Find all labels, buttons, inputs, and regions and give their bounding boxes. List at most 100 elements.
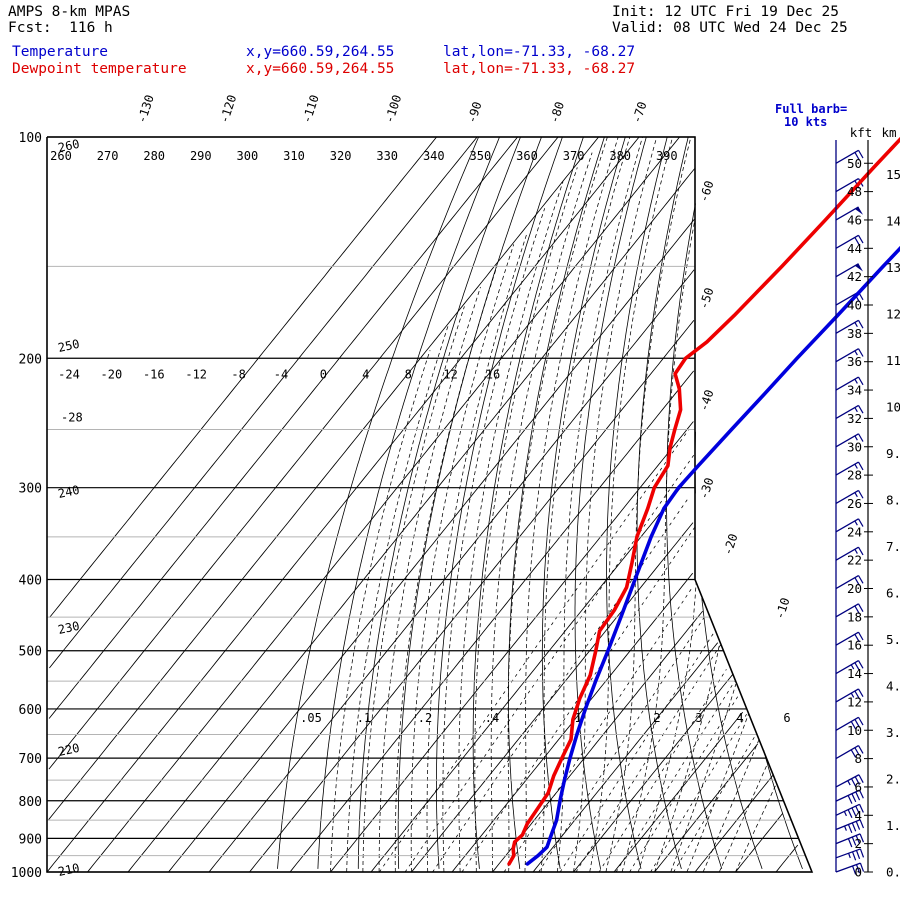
km-tick-label: 13. bbox=[886, 260, 900, 275]
wind-barb bbox=[835, 789, 864, 804]
kft-axis-header: kft bbox=[850, 125, 873, 140]
mixing-ratio-label: 3 bbox=[695, 711, 702, 725]
wind-barb bbox=[835, 263, 864, 278]
isotherm-right-label: -50 bbox=[697, 286, 717, 311]
theta-tick-label: 280 bbox=[143, 149, 165, 163]
kft-tick-label: 22 bbox=[847, 553, 862, 568]
pressure-tick-label: 700 bbox=[19, 752, 42, 767]
theta-tick-label: 390 bbox=[656, 149, 678, 163]
wind-barb bbox=[835, 862, 865, 875]
moist-adiabats bbox=[330, 136, 777, 873]
kft-tick-label: 34 bbox=[847, 383, 862, 398]
theta-tick-label: 340 bbox=[423, 149, 445, 163]
wetbulb-tick-label: -12 bbox=[185, 367, 207, 381]
barb-legend-line1: Full barb= bbox=[775, 102, 848, 116]
temperature-latlon: lat,lon=-71.33, -68.27 bbox=[443, 44, 636, 60]
kft-tick-label: 18 bbox=[847, 609, 862, 624]
kft-tick-label: 10 bbox=[847, 723, 862, 738]
theta-left-label: 250 bbox=[57, 337, 81, 355]
isotherm-top-label: -120 bbox=[217, 93, 239, 125]
wind-barb bbox=[835, 688, 864, 703]
isotherm-top-label: -90 bbox=[465, 100, 485, 125]
kft-tick-label: 8 bbox=[854, 751, 862, 766]
km-tick-label: 5. bbox=[886, 632, 900, 647]
km-tick-label: 3. bbox=[886, 725, 900, 740]
wind-barb bbox=[835, 489, 864, 505]
kft-tick-label: 6 bbox=[854, 779, 862, 794]
dewpoint-latlon: lat,lon=-71.33, -68.27 bbox=[443, 61, 636, 77]
kft-tick-label: 12 bbox=[847, 694, 862, 709]
temperature-xy: x,y=660.59,264.55 bbox=[246, 44, 395, 60]
sounding-curve[interactable] bbox=[507, 136, 900, 866]
wetbulb-tick-label: -24 bbox=[58, 367, 80, 381]
km-axis-header: km bbox=[881, 125, 896, 140]
barb-legend-line2: 10 kts bbox=[784, 115, 828, 129]
isotherm-right-label: -60 bbox=[697, 179, 717, 204]
wetbulb-tick-label: -8 bbox=[231, 367, 245, 381]
mixing-ratio-label: 1 bbox=[574, 711, 581, 725]
kft-tick-label: 30 bbox=[847, 439, 862, 454]
kft-tick-label: 46 bbox=[847, 212, 862, 227]
theta-tick-label: 320 bbox=[330, 149, 352, 163]
wind-barb-column bbox=[835, 149, 865, 875]
wind-barb bbox=[835, 376, 864, 391]
pressure-tick-label: 300 bbox=[19, 482, 42, 497]
valid-time: Valid: 08 UTC Wed 24 Dec 25 bbox=[612, 20, 848, 36]
dewpoint-legend-label: Dewpoint temperature bbox=[12, 61, 187, 77]
theta-tick-label: 350 bbox=[470, 149, 492, 163]
wind-barb bbox=[835, 404, 864, 419]
km-tick-label: 4. bbox=[886, 678, 900, 693]
mixing-ratio-label: .1 bbox=[357, 711, 371, 725]
isotherm-top-label: -110 bbox=[300, 93, 322, 125]
km-tick-label: 11. bbox=[886, 353, 900, 368]
forecast-hour: Fcst: 116 h bbox=[8, 20, 113, 36]
wind-barb bbox=[835, 819, 865, 834]
theta-left-label: 230 bbox=[57, 619, 81, 637]
theta-tick-label: 270 bbox=[97, 149, 119, 163]
kft-tick-label: 32 bbox=[847, 411, 862, 426]
dewpoint-xy: x,y=660.59,264.55 bbox=[246, 61, 395, 77]
theta-left-label: 220 bbox=[57, 741, 81, 759]
wind-barb bbox=[835, 631, 864, 646]
kft-tick-label: 2 bbox=[854, 836, 862, 851]
sounding-curves[interactable] bbox=[507, 136, 900, 866]
wind-barb bbox=[835, 774, 864, 788]
dry-adiabats bbox=[277, 136, 803, 870]
mixing-ratio-label: 2 bbox=[653, 711, 660, 725]
wind-barb bbox=[835, 348, 864, 363]
wind-barb bbox=[835, 234, 864, 249]
pressure-tick-label: 900 bbox=[19, 832, 42, 847]
theta-tick-label: 360 bbox=[516, 149, 538, 163]
theta-left-label: 210 bbox=[57, 861, 81, 879]
altitude-scales: kft km02468101214161820222426283032343638… bbox=[835, 125, 900, 880]
km-tick-label: 15. bbox=[886, 167, 900, 182]
isotherm-top-label: -70 bbox=[630, 100, 650, 125]
kft-tick-label: 24 bbox=[847, 524, 862, 539]
km-tick-label: 7. bbox=[886, 539, 900, 554]
wetbulb-tick-label: -20 bbox=[101, 367, 123, 381]
theta-tick-label: 310 bbox=[283, 149, 305, 163]
km-tick-label: 0. bbox=[886, 865, 900, 880]
mixing-ratio-label: 4 bbox=[736, 711, 743, 725]
km-tick-label: 1. bbox=[886, 818, 900, 833]
sounding-curve[interactable] bbox=[525, 137, 900, 866]
kft-tick-label: 28 bbox=[847, 468, 862, 483]
theta-left-label: 260 bbox=[57, 137, 81, 155]
model-title: AMPS 8-km MPAS bbox=[8, 4, 131, 20]
plot-frame bbox=[46, 136, 814, 873]
wind-barb bbox=[835, 206, 864, 221]
km-tick-label: 12. bbox=[886, 306, 900, 321]
kft-tick-label: 42 bbox=[847, 269, 862, 284]
wetbulb-tick-label: 12 bbox=[443, 367, 457, 381]
km-tick-label: 14. bbox=[886, 213, 900, 228]
pressure-tick-label: 200 bbox=[19, 352, 42, 367]
theta-tick-label: 290 bbox=[190, 149, 212, 163]
kft-tick-label: 16 bbox=[847, 638, 862, 653]
wind-barb bbox=[835, 803, 864, 819]
isotherm-right-label: -40 bbox=[697, 388, 717, 413]
kft-tick-label: 36 bbox=[847, 354, 862, 369]
isotherm-right-label: -30 bbox=[697, 476, 717, 501]
isotherm-top-label: -130 bbox=[135, 93, 157, 125]
